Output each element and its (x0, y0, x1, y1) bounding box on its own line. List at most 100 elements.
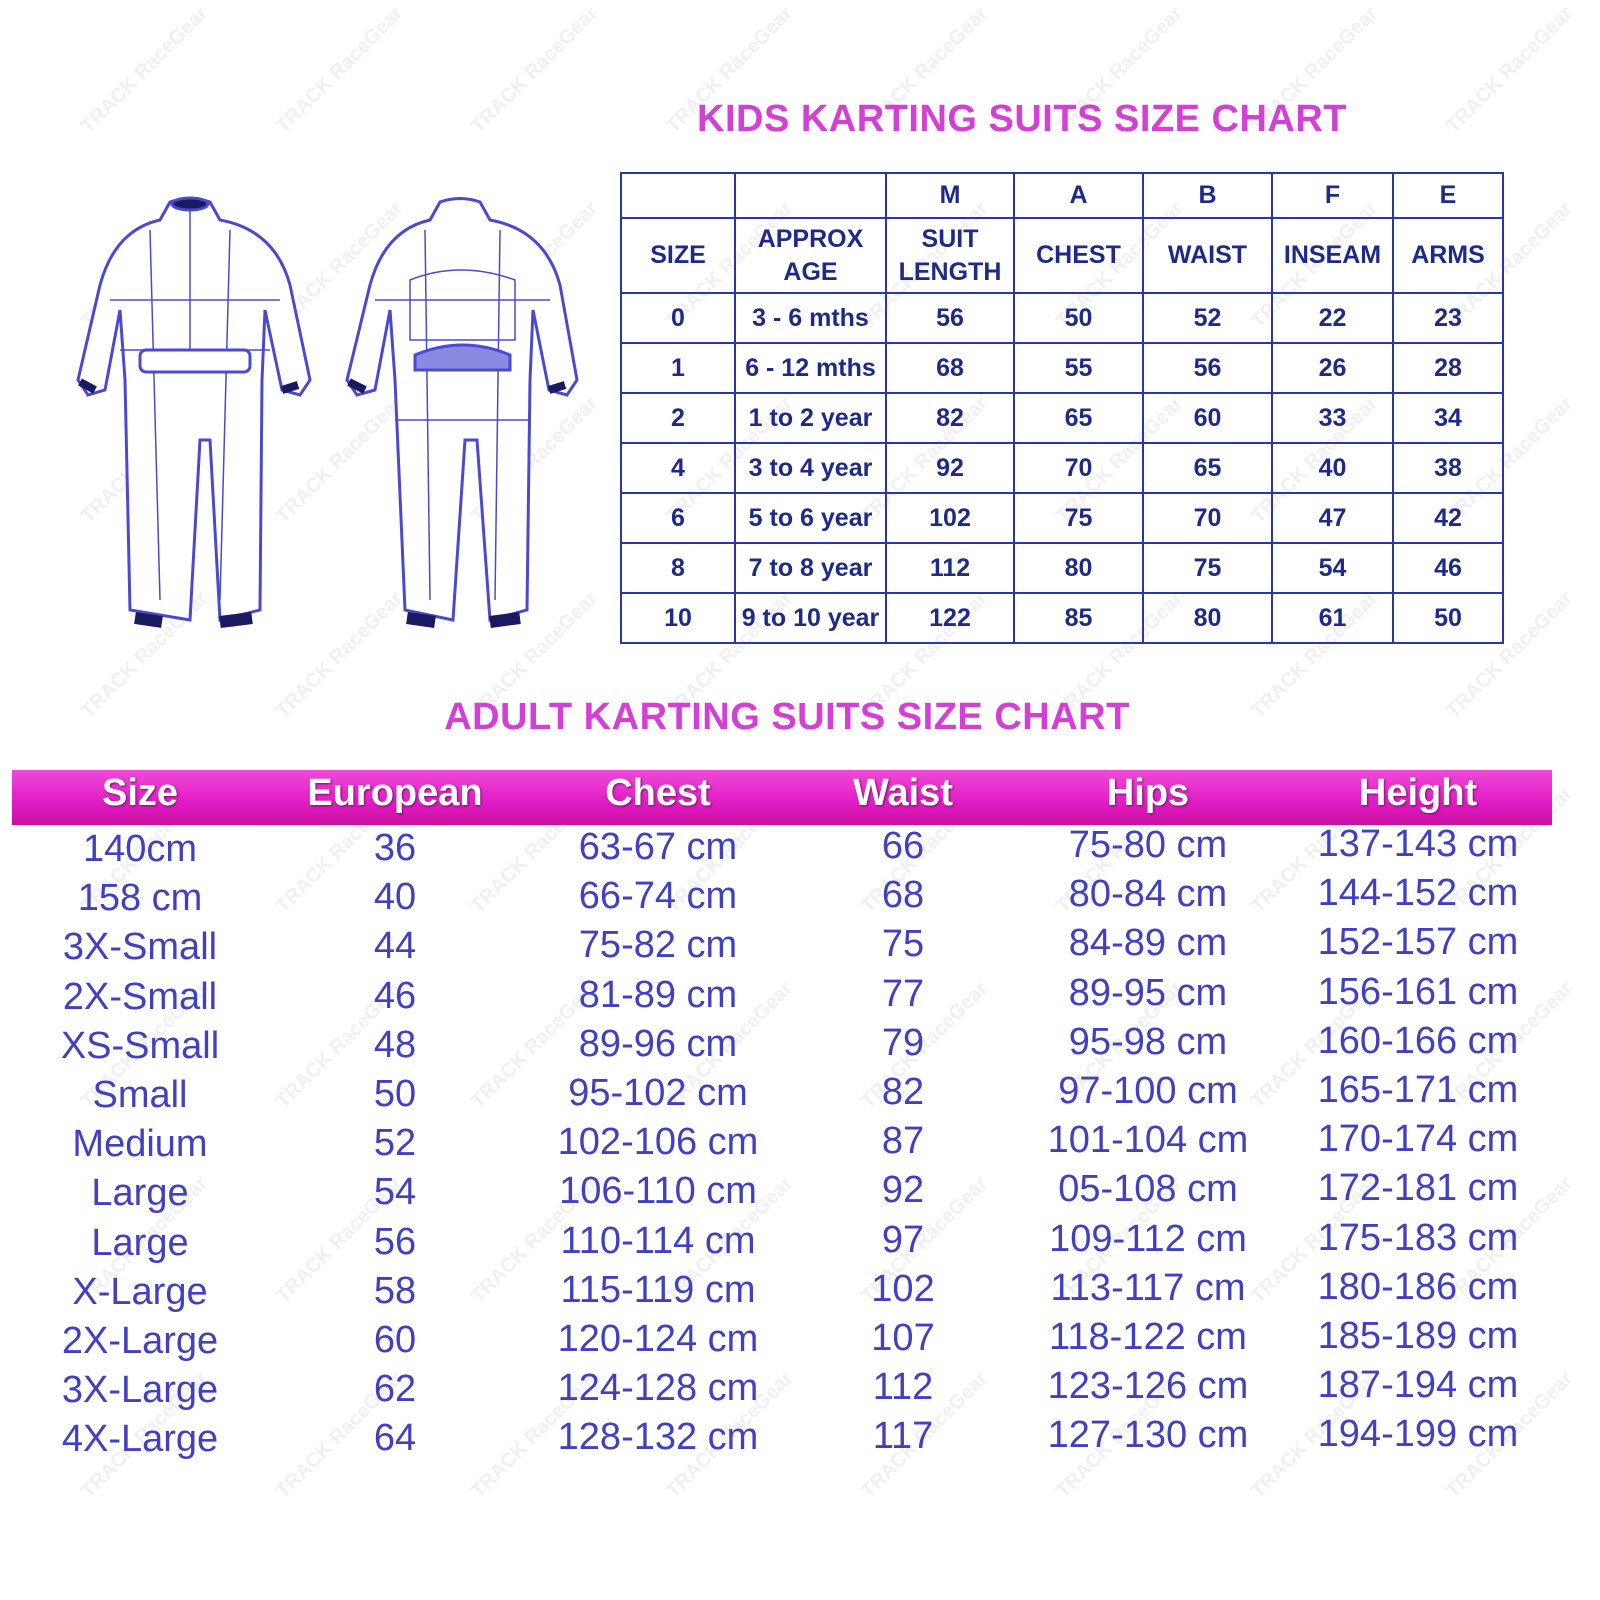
table-cell: 175-183 cm (1317, 1216, 1519, 1259)
table-cell: 82 (885, 392, 1015, 444)
table-cell (620, 172, 736, 219)
table-cell: 3X-Large (61, 1369, 219, 1412)
table-cell: 172-181 cm (1317, 1167, 1519, 1210)
table-cell: 82 (881, 1071, 925, 1113)
table-cell: 118-122 cm (1049, 1316, 1247, 1358)
table-cell: 127-130 cm (1047, 1414, 1249, 1457)
table-cell: 46 (373, 974, 417, 1017)
table-cell: 48 (373, 1023, 417, 1066)
adult-column-header: Hips (1106, 772, 1190, 814)
table-cell: Large (91, 1172, 189, 1215)
table-cell: 6 - 12 mths (734, 342, 887, 394)
suit-back-icon (345, 197, 579, 628)
table-cell: ARMS (1392, 217, 1504, 294)
table-cell: 36 (373, 827, 417, 869)
table-cell: 58 (373, 1269, 417, 1312)
table-cell: 80 (1142, 592, 1273, 644)
table-cell: M (885, 172, 1015, 219)
table-cell: 42 (1392, 492, 1504, 544)
table-cell: 107 (871, 1317, 935, 1359)
table-cell: 110-114 cm (560, 1219, 756, 1262)
adult-chart-title: ADULT KARTING SUITS SIZE CHART (444, 696, 1130, 738)
table-cell: 89-95 cm (1068, 971, 1228, 1014)
table-cell: 52 (1142, 292, 1273, 344)
adult-column-header: European (307, 772, 483, 814)
table-cell: 97-100 cm (1058, 1070, 1238, 1112)
table-cell: Small (92, 1074, 188, 1116)
table-cell: A (1013, 172, 1144, 219)
watermark: TRACK RaceGear (76, 2, 212, 138)
table-cell: 97 (881, 1218, 925, 1261)
kids-chart-title: KIDS KARTING SUITS SIZE CHART (697, 98, 1347, 140)
table-cell: 75 (1013, 492, 1144, 544)
suit-front-icon (76, 196, 312, 628)
table-cell (734, 172, 887, 219)
table-cell: 10 (620, 592, 736, 644)
table-cell: 140cm (82, 828, 198, 870)
adult-column-header: Chest (605, 772, 711, 814)
table-cell: 7 to 8 year (734, 542, 887, 594)
watermark: TRACK RaceGear (466, 2, 602, 138)
table-cell: 56 (373, 1220, 417, 1263)
table-cell: 05-108 cm (1058, 1168, 1238, 1211)
table-cell: 2X-Small (62, 975, 218, 1018)
table-cell: 1 (620, 342, 736, 394)
kids-size-table: M A B F E SIZE APPROX AGE SUIT LENGTH CHEST WAIST… (620, 172, 1504, 644)
table-cell: 109-112 cm (1049, 1217, 1247, 1260)
table-cell: 3 to 4 year (734, 442, 887, 494)
table-cell: 75 (881, 923, 925, 966)
table-cell: Medium (72, 1123, 208, 1166)
table-cell: 144-152 cm (1317, 872, 1519, 915)
table-cell: SIZE (620, 217, 736, 294)
table-cell: E (1392, 172, 1504, 219)
table-cell: 112 (885, 542, 1015, 594)
table-cell: 75 (1142, 542, 1273, 594)
table-cell: 1 to 2 year (734, 392, 887, 444)
table-cell: 52 (373, 1122, 417, 1165)
table-cell: 65 (1142, 442, 1273, 494)
table-cell: 54 (1271, 542, 1394, 594)
table-cell: 44 (373, 925, 417, 968)
table-cell: SUIT LENGTH (885, 217, 1015, 294)
table-cell: 3X-Small (62, 926, 218, 969)
table-cell: 2 (620, 392, 736, 444)
table-cell: 65 (1013, 392, 1144, 444)
table-cell: 92 (881, 1169, 925, 1212)
adult-table-header-bar (12, 770, 1552, 825)
kids-header-row: SIZE APPROX AGE SUIT LENGTH CHEST WAIST INSEA… (620, 217, 1504, 294)
table-cell: XS-Small (60, 1024, 220, 1067)
table-cell: 84-89 cm (1068, 922, 1228, 965)
table-cell: 115-119 cm (560, 1268, 756, 1311)
table-cell: 123-126 cm (1047, 1365, 1249, 1408)
table-cell: 95-102 cm (568, 1072, 748, 1114)
table-cell: 50 (1392, 592, 1504, 644)
table-cell: 40 (1271, 442, 1394, 494)
table-cell: 2X-Large (61, 1320, 219, 1362)
watermark: TRACK RaceGear (271, 2, 407, 138)
table-cell: 87 (881, 1120, 925, 1163)
table-cell: 70 (1142, 492, 1273, 544)
table-cell: 80-84 cm (1068, 873, 1228, 916)
table-cell: 4 (620, 442, 736, 494)
table-cell: 81-89 cm (578, 973, 738, 1016)
table-cell: 68 (885, 342, 1015, 394)
table-cell: 3 - 6 mths (734, 292, 887, 344)
table-cell: 152-157 cm (1317, 921, 1519, 964)
watermark: TRACK RaceGear (1441, 2, 1577, 138)
table-cell: 47 (1271, 492, 1394, 544)
table-cell: 26 (1271, 342, 1394, 394)
table-cell: 60 (373, 1319, 417, 1361)
table-cell: 128-132 cm (557, 1416, 759, 1459)
table-cell: 80 (1013, 542, 1144, 594)
table-cell: 137-143 cm (1317, 823, 1519, 865)
table-cell: 122 (885, 592, 1015, 644)
table-cell: 68 (881, 874, 925, 917)
table-cell: 55 (1013, 342, 1144, 394)
table-cell: 23 (1392, 292, 1504, 344)
table-cell: 61 (1271, 592, 1394, 644)
table-cell: 50 (1013, 292, 1144, 344)
